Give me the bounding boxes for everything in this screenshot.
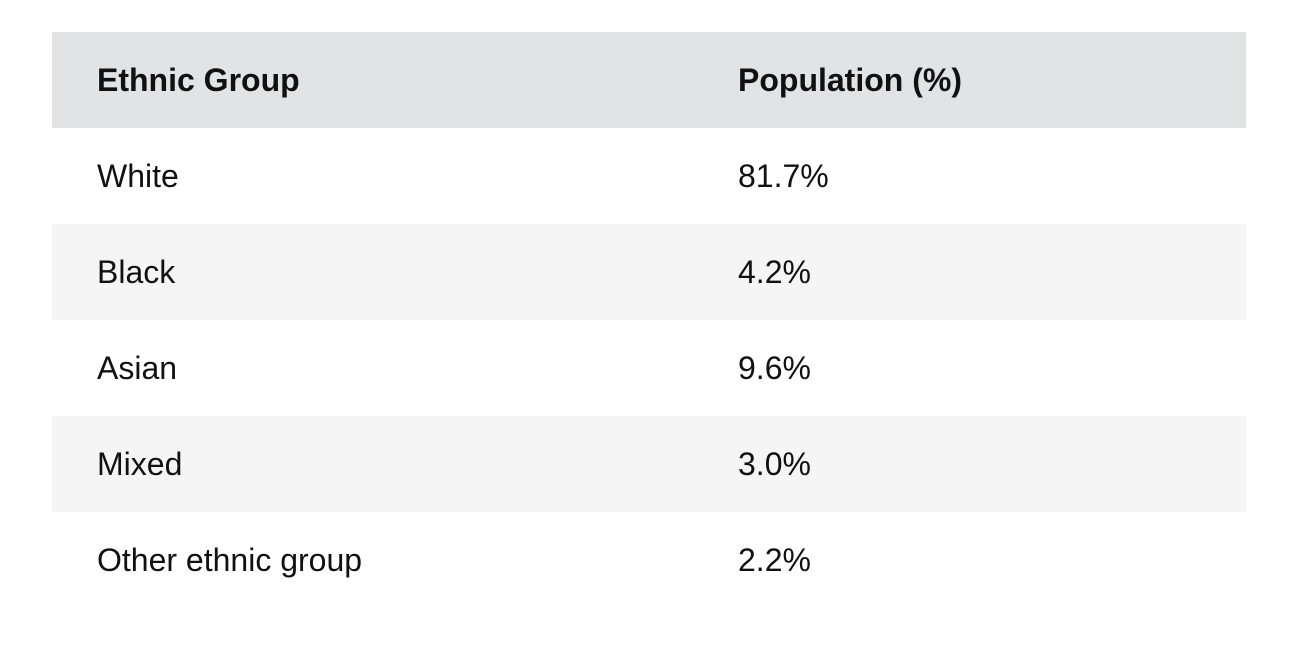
ethnic-group-table: Ethnic Group Population (%) White 81.7% Bl… <box>52 32 1246 608</box>
table-body: White 81.7% Black 4.2% Asian 9.6% Mixed 3.0% Oth… <box>52 128 1246 608</box>
table-row: Asian 9.6% <box>52 320 1246 416</box>
column-header-population: Population (%) <box>738 61 962 98</box>
table-header-row: Ethnic Group Population (%) <box>52 32 1246 128</box>
column-header-ethnic-group: Ethnic Group <box>97 61 300 98</box>
ethnic-group-cell: Asian <box>97 349 178 386</box>
table-head: Ethnic Group Population (%) <box>52 32 1246 128</box>
ethnic-group-cell: Black <box>97 253 176 290</box>
population-cell: 2.2% <box>738 541 811 578</box>
table-row: Other ethnic group 2.2% <box>52 512 1246 608</box>
population-cell: 4.2% <box>738 253 811 290</box>
table-row: White 81.7% <box>52 128 1246 224</box>
table-row: Mixed 3.0% <box>52 416 1246 512</box>
table-row: Black 4.2% <box>52 224 1246 320</box>
population-cell: 81.7% <box>738 157 829 194</box>
population-cell: 9.6% <box>738 349 811 386</box>
population-cell: 3.0% <box>738 445 811 482</box>
ethnic-group-cell: Mixed <box>97 445 183 482</box>
ethnic-group-cell: White <box>97 157 179 194</box>
ethnic-group-cell: Other ethnic group <box>97 541 363 578</box>
